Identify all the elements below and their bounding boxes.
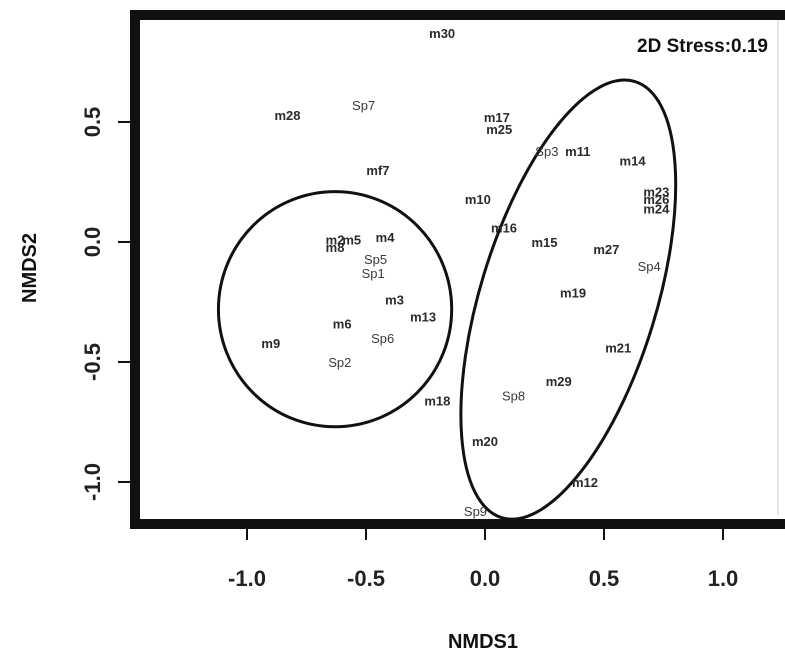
- point-label-m17: m17: [484, 110, 510, 125]
- point-label-m2: m2: [326, 233, 345, 248]
- point-label-sp3: Sp3: [535, 144, 558, 159]
- point-label-m3: m3: [385, 293, 404, 308]
- point-label-m9: m9: [261, 336, 280, 351]
- point-label-sp2: Sp2: [328, 355, 351, 370]
- x-tick-label: -1.0: [228, 566, 266, 591]
- point-label-sp9: Sp9: [464, 504, 487, 519]
- point-label-m15: m15: [531, 235, 557, 250]
- x-axis-title: NMDS1: [448, 631, 518, 653]
- plot-frame: [130, 10, 785, 524]
- group-ellipse-1: [216, 190, 454, 429]
- y-tick-label: 0.5: [80, 107, 105, 138]
- point-label-m16: m16: [491, 221, 517, 236]
- point-label-sp7: Sp7: [352, 98, 375, 113]
- point-label-m13: m13: [410, 309, 436, 324]
- point-label-m19: m19: [560, 285, 586, 300]
- point-label-m27: m27: [593, 242, 619, 257]
- point-label-m26: m26: [643, 192, 669, 207]
- point-label-m21: m21: [605, 341, 631, 356]
- point-label-mf7: mf7: [366, 163, 389, 178]
- point-label-m18: m18: [424, 393, 450, 408]
- x-tick-label: -0.5: [347, 566, 385, 591]
- point-label-m23: m23: [643, 185, 669, 200]
- plot-background: [130, 10, 785, 525]
- point-label-m28: m28: [274, 108, 300, 123]
- point-label-m4: m4: [376, 230, 396, 245]
- y-tick-label: -1.0: [80, 463, 105, 501]
- group-ellipse-2: [459, 78, 678, 521]
- point-label-sp6: Sp6: [371, 331, 394, 346]
- point-label-m25: m25: [486, 122, 512, 137]
- y-axis-title: NMDS2: [19, 233, 41, 303]
- point-label-m20: m20: [472, 434, 498, 449]
- x-tick-label: 0.0: [470, 566, 501, 591]
- ellipses-layer: [216, 78, 678, 521]
- x-tick-label: 1.0: [708, 566, 739, 591]
- point-label-m6: m6: [333, 317, 352, 332]
- y-tick-label: 0.0: [80, 227, 105, 258]
- point-label-m8: m8: [326, 240, 345, 255]
- point-label-m29: m29: [546, 374, 572, 389]
- x-tick-label: 0.5: [589, 566, 620, 591]
- stress-annotation: 2D Stress:0.19: [637, 36, 768, 57]
- point-label-m24: m24: [643, 201, 670, 216]
- point-label-m10: m10: [465, 192, 491, 207]
- y-axis: 0.5 0.0 -0.5 -1.0: [80, 107, 130, 501]
- point-label-m5: m5: [342, 233, 361, 248]
- point-label-m12: m12: [572, 475, 598, 490]
- point-label-sp1: Sp1: [362, 266, 385, 281]
- point-label-sp4: Sp4: [638, 259, 661, 274]
- point-label-m11: m11: [565, 144, 590, 159]
- point-label-m30: m30: [429, 26, 455, 41]
- x-axis: -1.0 -0.5 0.0 0.5 1.0: [228, 529, 738, 591]
- point-label-sp5: Sp5: [364, 252, 387, 267]
- point-label-sp8: Sp8: [502, 389, 525, 404]
- y-tick-label: -0.5: [80, 343, 105, 381]
- point-label-m14: m14: [620, 153, 647, 168]
